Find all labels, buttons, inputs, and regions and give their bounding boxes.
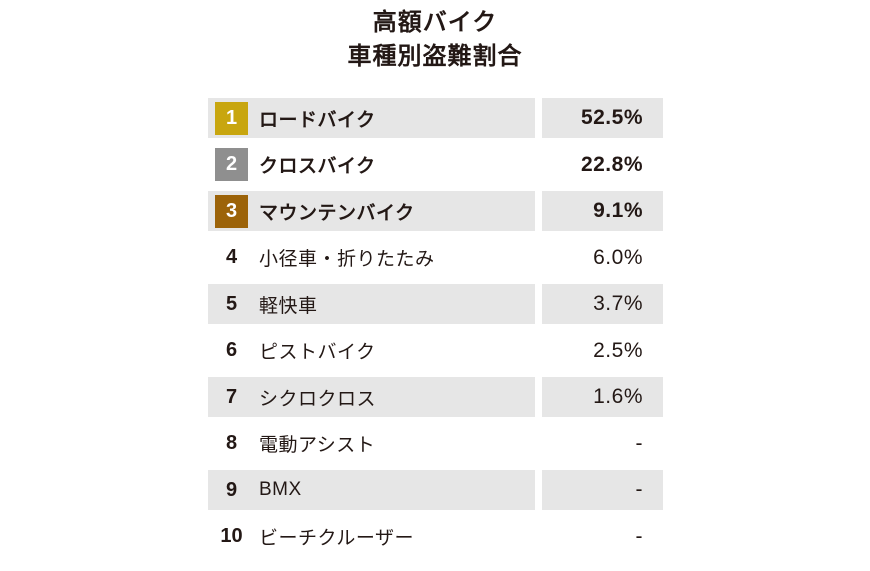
table-row: 2 クロスバイク 22.8% <box>208 145 663 185</box>
rank-badge-silver: 2 <box>215 148 248 181</box>
name-cell: 3 マウンテンバイク <box>208 191 535 231</box>
page-title-line1: 高額バイク <box>372 9 498 36</box>
name-cell: 9 BMX <box>208 470 535 510</box>
bike-type-label: ピストバイク <box>259 342 376 363</box>
theft-rate-value: 2.5% <box>593 338 643 362</box>
column-gap <box>535 517 542 557</box>
rank-badge-bronze: 3 <box>215 194 248 228</box>
column-gap <box>535 238 542 278</box>
bike-type-label: マウンテンバイク <box>259 202 415 224</box>
table-row: 7 シクロクロス 1.6% <box>208 377 663 417</box>
rank-number: 8 <box>225 432 238 454</box>
theft-rate-value: 3.7% <box>542 284 663 324</box>
theft-rate-value: - <box>542 470 663 510</box>
name-cell: 8 電動アシスト <box>208 424 535 464</box>
column-gap <box>535 284 542 324</box>
bike-type-label: ビーチクルーザー <box>259 528 415 549</box>
column-gap <box>535 470 542 510</box>
bike-type-label: 電動アシスト <box>259 435 376 456</box>
rank-number: 9 <box>225 478 238 501</box>
rank-number: 10 <box>220 525 243 547</box>
theft-rate-value: 52.5% <box>542 98 663 138</box>
name-cell: 1 ロードバイク <box>208 98 535 138</box>
column-gap <box>535 331 542 371</box>
name-cell: 10 ビーチクルーザー <box>208 517 535 557</box>
rank-number: 5 <box>225 292 238 315</box>
page-title-line2: 車種別盗難割合 <box>347 43 523 70</box>
table-row: 8 電動アシスト - <box>208 424 663 464</box>
bike-type-label: 小径車・折りたたみ <box>259 249 435 270</box>
column-gap <box>535 191 542 231</box>
theft-rate-value: - <box>635 524 643 548</box>
bike-type-label: BMX <box>259 479 302 500</box>
bike-type-label: 軽快車 <box>259 295 318 317</box>
column-gap <box>535 98 542 138</box>
name-cell: 6 ピストバイク <box>208 331 535 371</box>
page-title: 高額バイク 車種別盗難割合 <box>0 6 870 74</box>
theft-rate-value: 9.1% <box>542 191 663 231</box>
bike-type-label: クロスバイク <box>259 156 376 177</box>
theft-rate-value: - <box>635 431 643 455</box>
bike-type-label: ロードバイク <box>259 109 376 131</box>
column-gap <box>535 424 542 464</box>
theft-rate-value: 1.6% <box>542 377 663 417</box>
bike-type-label: シクロクロス <box>259 388 377 410</box>
ranking-table: 1 ロードバイク 52.5% 2 クロスバイク 22.8% 3 マウンテンバイク… <box>208 98 663 563</box>
rank-number: 7 <box>225 385 238 408</box>
column-gap <box>535 377 542 417</box>
table-row: 5 軽快車 3.7% <box>208 284 663 324</box>
name-cell: 4 小径車・折りたたみ <box>208 238 535 278</box>
name-cell: 7 シクロクロス <box>208 377 535 417</box>
rank-badge-gold: 1 <box>215 101 248 135</box>
theft-rate-value: 22.8% <box>580 152 643 176</box>
table-row: 1 ロードバイク 52.5% <box>208 98 663 138</box>
table-row: 10 ビーチクルーザー - <box>208 517 663 557</box>
table-row: 3 マウンテンバイク 9.1% <box>208 191 663 231</box>
table-row: 4 小径車・折りたたみ 6.0% <box>208 238 663 278</box>
column-gap <box>535 145 542 185</box>
rank-number: 6 <box>225 339 238 361</box>
table-row: 9 BMX - <box>208 470 663 510</box>
name-cell: 5 軽快車 <box>208 284 535 324</box>
rank-number: 4 <box>225 246 238 268</box>
table-row: 6 ピストバイク 2.5% <box>208 331 663 371</box>
name-cell: 2 クロスバイク <box>208 145 535 185</box>
theft-rate-value: 6.0% <box>593 245 643 269</box>
